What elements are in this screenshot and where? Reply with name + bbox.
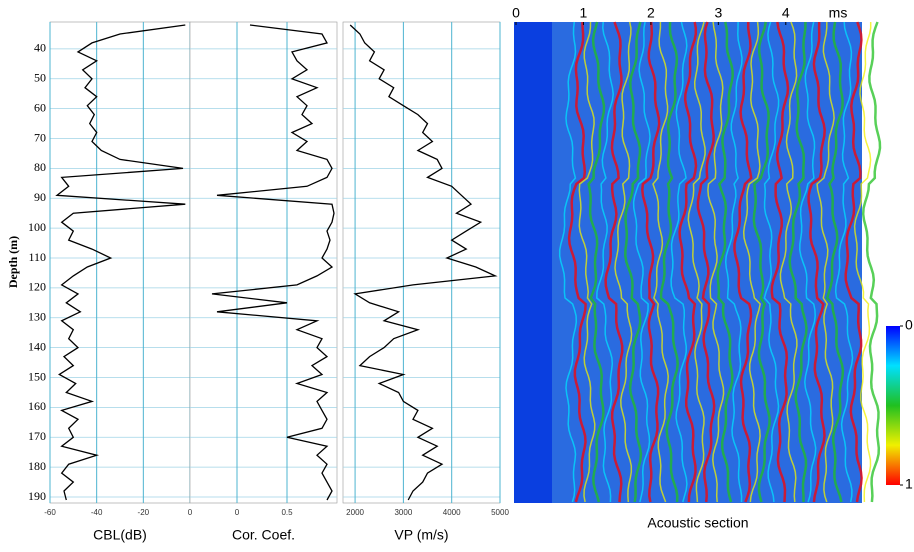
y-tick-label: 190	[28, 489, 46, 503]
wavefront	[659, 21, 679, 503]
wavefront	[742, 21, 762, 503]
x-tick-label: -20	[138, 508, 150, 517]
x-tick-label: -40	[91, 508, 103, 517]
colorbar-label: 0	[905, 317, 913, 333]
log-curve	[55, 24, 186, 501]
section-dead-zone	[514, 22, 552, 503]
wavefront	[853, 22, 872, 503]
wavefront	[707, 21, 725, 503]
track-frame	[49, 21, 191, 504]
x-axis-label: Acoustic section	[647, 515, 748, 531]
wavefront	[770, 21, 790, 503]
wavefront	[578, 21, 596, 503]
x-tick-label: 0	[188, 508, 193, 517]
wavefront	[604, 21, 624, 503]
wavefront	[825, 21, 845, 503]
wavefront	[687, 21, 706, 503]
wavefront	[614, 21, 633, 503]
wavefront	[834, 21, 854, 503]
x-tick-label: 2000	[346, 508, 364, 517]
x-tick-label: 0	[512, 5, 520, 21]
y-tick-label: 40	[34, 41, 46, 55]
y-tick-label: 150	[28, 369, 46, 383]
log-curve	[211, 24, 335, 501]
x-tick-label: 3000	[394, 508, 412, 517]
wavefront	[624, 21, 643, 503]
y-tick-label: 60	[34, 100, 46, 114]
wavefront	[596, 21, 614, 503]
colorbar	[886, 326, 900, 485]
wavefront	[641, 21, 661, 503]
wavefront	[716, 21, 734, 503]
x-tick-label: 4000	[443, 508, 461, 517]
wavefronts	[558, 21, 882, 503]
track-frame	[189, 21, 338, 504]
wavefront	[779, 21, 798, 503]
wavefront	[567, 21, 587, 503]
x-axis-label: Cor. Coef.	[232, 527, 295, 543]
wavefront	[752, 21, 771, 503]
x-tick-label: 5000	[491, 508, 509, 517]
wavefront	[632, 21, 651, 503]
y-tick-label: 120	[28, 280, 46, 294]
wavefront	[733, 22, 753, 503]
section-background	[514, 22, 862, 503]
wavefront	[807, 21, 826, 503]
x-tick-label: -60	[44, 508, 56, 517]
x-tick-label: 1	[580, 5, 588, 21]
wavefront	[763, 21, 780, 503]
y-tick-label: 100	[28, 220, 46, 234]
x-tick-label: 0	[235, 508, 240, 517]
x-tick-label: 4	[782, 5, 790, 21]
y-tick-label: 130	[28, 310, 46, 324]
y-tick-label: 90	[34, 190, 46, 204]
wavefront	[799, 21, 817, 503]
wavefront	[652, 22, 669, 503]
y-tick-label: 140	[28, 339, 46, 353]
wavefront	[587, 21, 606, 503]
colorbar-label: 1	[905, 476, 913, 492]
y-tick-label: 160	[28, 399, 46, 413]
wavefront	[558, 21, 578, 503]
x-tick-label: 2	[647, 5, 655, 21]
track-frame	[342, 21, 501, 504]
wavefront	[788, 22, 808, 502]
y-tick-label: 180	[28, 459, 46, 473]
wavefront	[678, 21, 698, 503]
x-tick-label: 3	[714, 5, 722, 21]
wavefront	[816, 22, 835, 503]
x-tick-label: 0.5	[281, 508, 293, 517]
wavefront	[724, 21, 743, 503]
wavefront	[696, 21, 716, 503]
wavefront	[844, 21, 863, 503]
log-curve	[349, 24, 498, 501]
y-tick-label: 50	[34, 71, 46, 85]
y-tick-label: 80	[34, 160, 46, 174]
wavefront	[670, 21, 688, 503]
y-axis-label: Depth (m)	[6, 236, 20, 288]
y-tick-label: 170	[28, 429, 46, 443]
y-tick-label: 70	[34, 130, 46, 144]
wavefront	[861, 21, 882, 503]
x-axis-label: VP (m/s)	[394, 527, 448, 543]
x-unit: ms	[829, 5, 848, 21]
x-axis-label: CBL(dB)	[93, 527, 147, 543]
y-tick-label: 110	[28, 250, 46, 264]
